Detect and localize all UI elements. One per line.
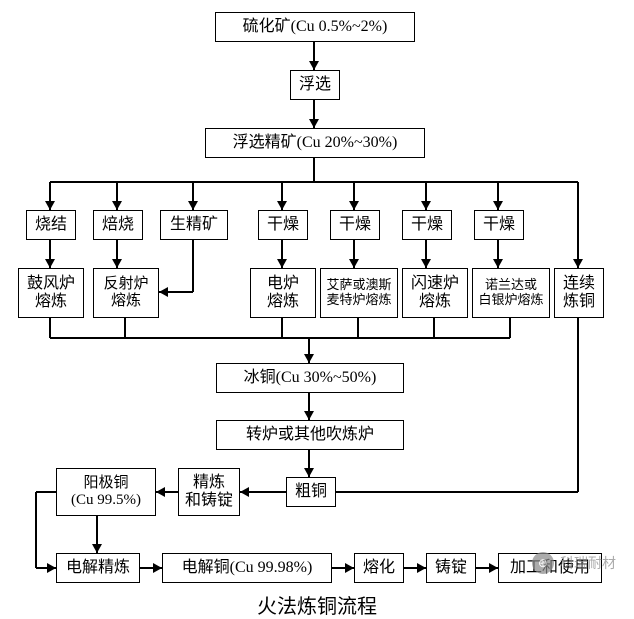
- edge-v: [192, 240, 194, 292]
- node-n_anode: 阳极铜 (Cu 99.5%): [56, 468, 156, 516]
- edge-h: [336, 491, 578, 493]
- arrow-head-left: [159, 287, 168, 297]
- edge-h: [36, 491, 56, 493]
- node-n_roast: 焙烧: [93, 210, 143, 240]
- watermark: ⊕ 科瑞耐材: [532, 552, 616, 574]
- node-n_sulfide: 硫化矿(Cu 0.5%~2%): [215, 12, 415, 42]
- arrow-head-down: [349, 259, 359, 268]
- arrow-head-down: [304, 354, 314, 363]
- arrow-head-left: [156, 487, 165, 497]
- arrow-head-down: [188, 201, 198, 210]
- edge-h: [50, 181, 578, 183]
- arrow-head-right: [47, 563, 56, 573]
- node-n_refine: 精炼 和铸锭: [178, 468, 240, 516]
- node-n_cont: 连续 炼铜: [554, 268, 604, 318]
- node-n_conv: 转炉或其他吹炼炉: [216, 420, 404, 450]
- arrow-head-right: [489, 563, 498, 573]
- edge-v: [577, 182, 579, 268]
- arrow-head-down: [112, 259, 122, 268]
- node-n_blast: 鼓风炉 熔炼: [18, 268, 84, 318]
- node-n_blister: 粗铜: [286, 477, 336, 507]
- watermark-text: 科瑞耐材: [560, 553, 616, 573]
- edge-v: [357, 318, 359, 338]
- node-n_dry4: 干燥: [474, 210, 524, 240]
- arrow-head-down: [45, 259, 55, 268]
- arrow-head-down: [349, 201, 359, 210]
- arrow-head-down: [277, 201, 287, 210]
- arrow-head-right: [345, 563, 354, 573]
- node-n_noranda: 诺兰达或 白银炉熔炼: [472, 268, 550, 318]
- node-n_dry2: 干燥: [330, 210, 380, 240]
- edge-v: [124, 318, 126, 338]
- arrow-head-down: [573, 259, 583, 268]
- node-n_efurn: 电炉 熔炼: [250, 268, 316, 318]
- arrow-head-down: [309, 119, 319, 128]
- arrow-head-left: [240, 487, 249, 497]
- watermark-icon: ⊕: [532, 552, 554, 574]
- arrow-head-down: [493, 259, 503, 268]
- node-n_dry1: 干燥: [258, 210, 308, 240]
- arrow-head-down: [493, 201, 503, 210]
- edge-h: [50, 337, 510, 339]
- node-n_melt: 熔化: [354, 553, 404, 583]
- arrow-head-down: [421, 259, 431, 268]
- arrow-head-down: [304, 411, 314, 420]
- edge-v: [313, 158, 315, 182]
- arrow-head-down: [304, 468, 314, 477]
- edge-v: [509, 318, 511, 338]
- edge-v: [35, 492, 37, 568]
- arrow-head-down: [112, 201, 122, 210]
- node-n_cast: 铸锭: [426, 553, 476, 583]
- node-n_isa: 艾萨或澳斯 麦特炉熔炼: [320, 268, 398, 318]
- node-n_reverb: 反射炉 熔炼: [93, 268, 159, 318]
- node-n_electro: 电解精炼: [56, 553, 140, 583]
- edge-v: [577, 318, 579, 492]
- diagram-title: 火法炼铜流程: [0, 590, 634, 619]
- arrow-head-right: [417, 563, 426, 573]
- arrow-head-down: [277, 259, 287, 268]
- node-n_flash: 闪速炉 熔炼: [402, 268, 468, 318]
- node-n_matte: 冰铜(Cu 30%~50%): [216, 363, 404, 393]
- arrow-head-down: [92, 544, 102, 553]
- node-n_cathode: 电解铜(Cu 99.98%): [162, 553, 332, 583]
- node-n_conc: 浮选精矿(Cu 20%~30%): [205, 128, 425, 158]
- node-n_sinter: 烧结: [26, 210, 76, 240]
- edge-v: [433, 318, 435, 338]
- node-n_rawconc: 生精矿: [160, 210, 228, 240]
- arrow-head-down: [45, 201, 55, 210]
- node-n_flotation: 浮选: [290, 70, 340, 100]
- arrow-head-down: [309, 61, 319, 70]
- arrow-head-right: [153, 563, 162, 573]
- node-n_dry3: 干燥: [402, 210, 452, 240]
- edge-v: [281, 318, 283, 338]
- arrow-head-down: [421, 201, 431, 210]
- edge-v: [49, 318, 51, 338]
